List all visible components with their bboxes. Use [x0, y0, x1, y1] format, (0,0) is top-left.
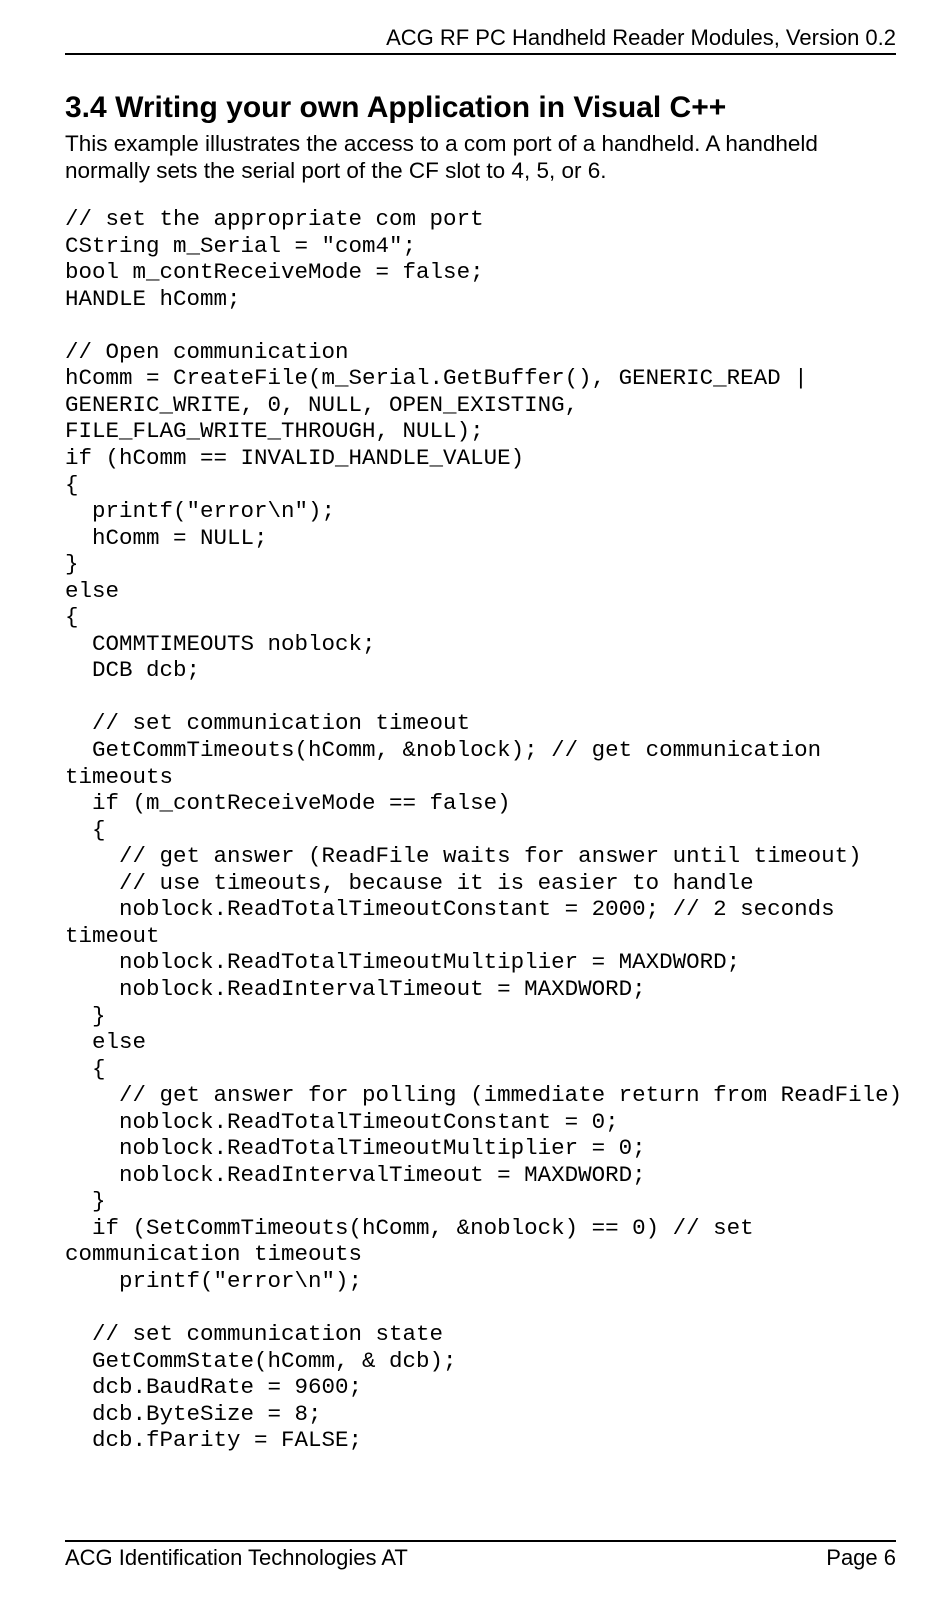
code-listing: // set the appropriate com port CString …	[65, 206, 896, 1454]
header-rule	[65, 53, 896, 55]
running-header: ACG RF PC Handheld Reader Modules, Versi…	[65, 0, 896, 53]
page: ACG RF PC Handheld Reader Modules, Versi…	[0, 0, 951, 1603]
footer-rule	[65, 1540, 896, 1542]
section-number: 3.4	[65, 91, 107, 124]
footer-right: Page 6	[826, 1545, 896, 1571]
section-intro: This example illustrates the access to a…	[65, 131, 896, 184]
section-heading: 3.4 Writing your own Application in Visu…	[65, 91, 896, 125]
page-footer: ACG Identification Technologies AT Page …	[65, 1540, 896, 1571]
footer-left: ACG Identification Technologies AT	[65, 1545, 408, 1571]
section-title: Writing your own Application in Visual C…	[115, 91, 726, 124]
